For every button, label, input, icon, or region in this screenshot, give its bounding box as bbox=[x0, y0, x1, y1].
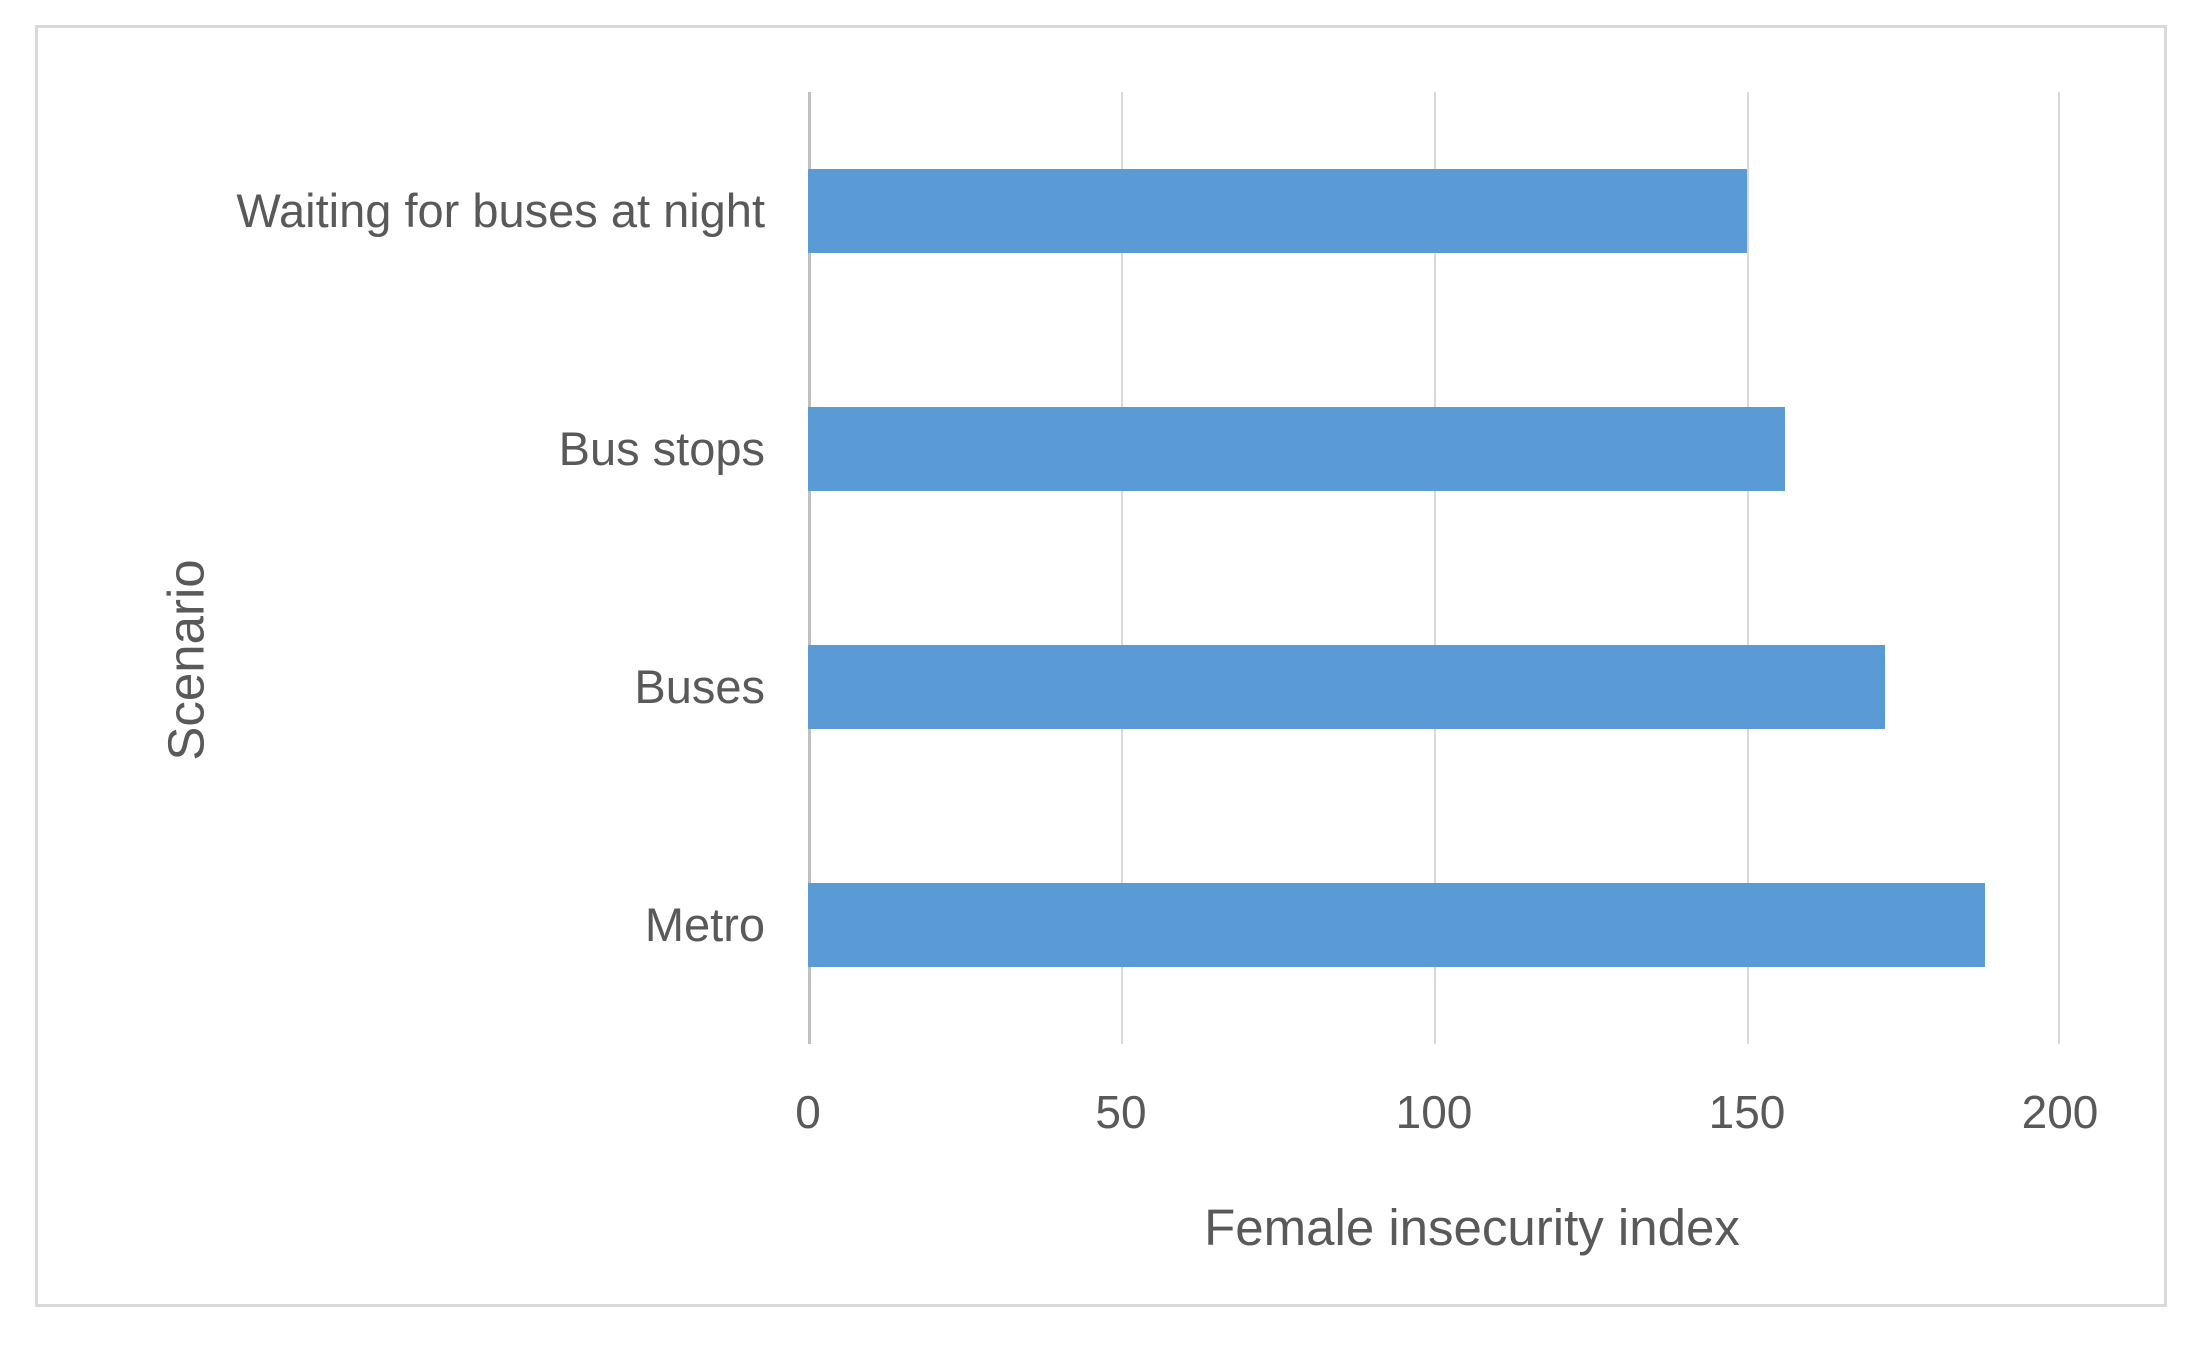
gridline bbox=[2058, 92, 2060, 1044]
category-label: Buses bbox=[634, 660, 765, 713]
x-tick-label: 0 bbox=[795, 1086, 821, 1138]
x-axis-title: Female insecurity index bbox=[1204, 1199, 1740, 1256]
x-tick-label: 200 bbox=[2021, 1086, 2099, 1138]
category-label: Metro bbox=[644, 898, 765, 951]
bar bbox=[808, 169, 1747, 253]
gridline bbox=[1121, 92, 1123, 1044]
gridline bbox=[1434, 92, 1436, 1044]
bar bbox=[808, 883, 1985, 967]
x-tick-label: 50 bbox=[1095, 1086, 1147, 1138]
x-tick-label: 150 bbox=[1708, 1086, 1786, 1138]
y-axis-line bbox=[808, 92, 811, 1044]
x-tick-label: 100 bbox=[1395, 1086, 1473, 1138]
category-label: Waiting for buses at night bbox=[236, 184, 765, 237]
bar bbox=[808, 645, 1885, 729]
bar bbox=[808, 407, 1785, 491]
category-label: Bus stops bbox=[558, 422, 765, 475]
gridline bbox=[1747, 92, 1749, 1044]
plot-area bbox=[808, 92, 2060, 1044]
